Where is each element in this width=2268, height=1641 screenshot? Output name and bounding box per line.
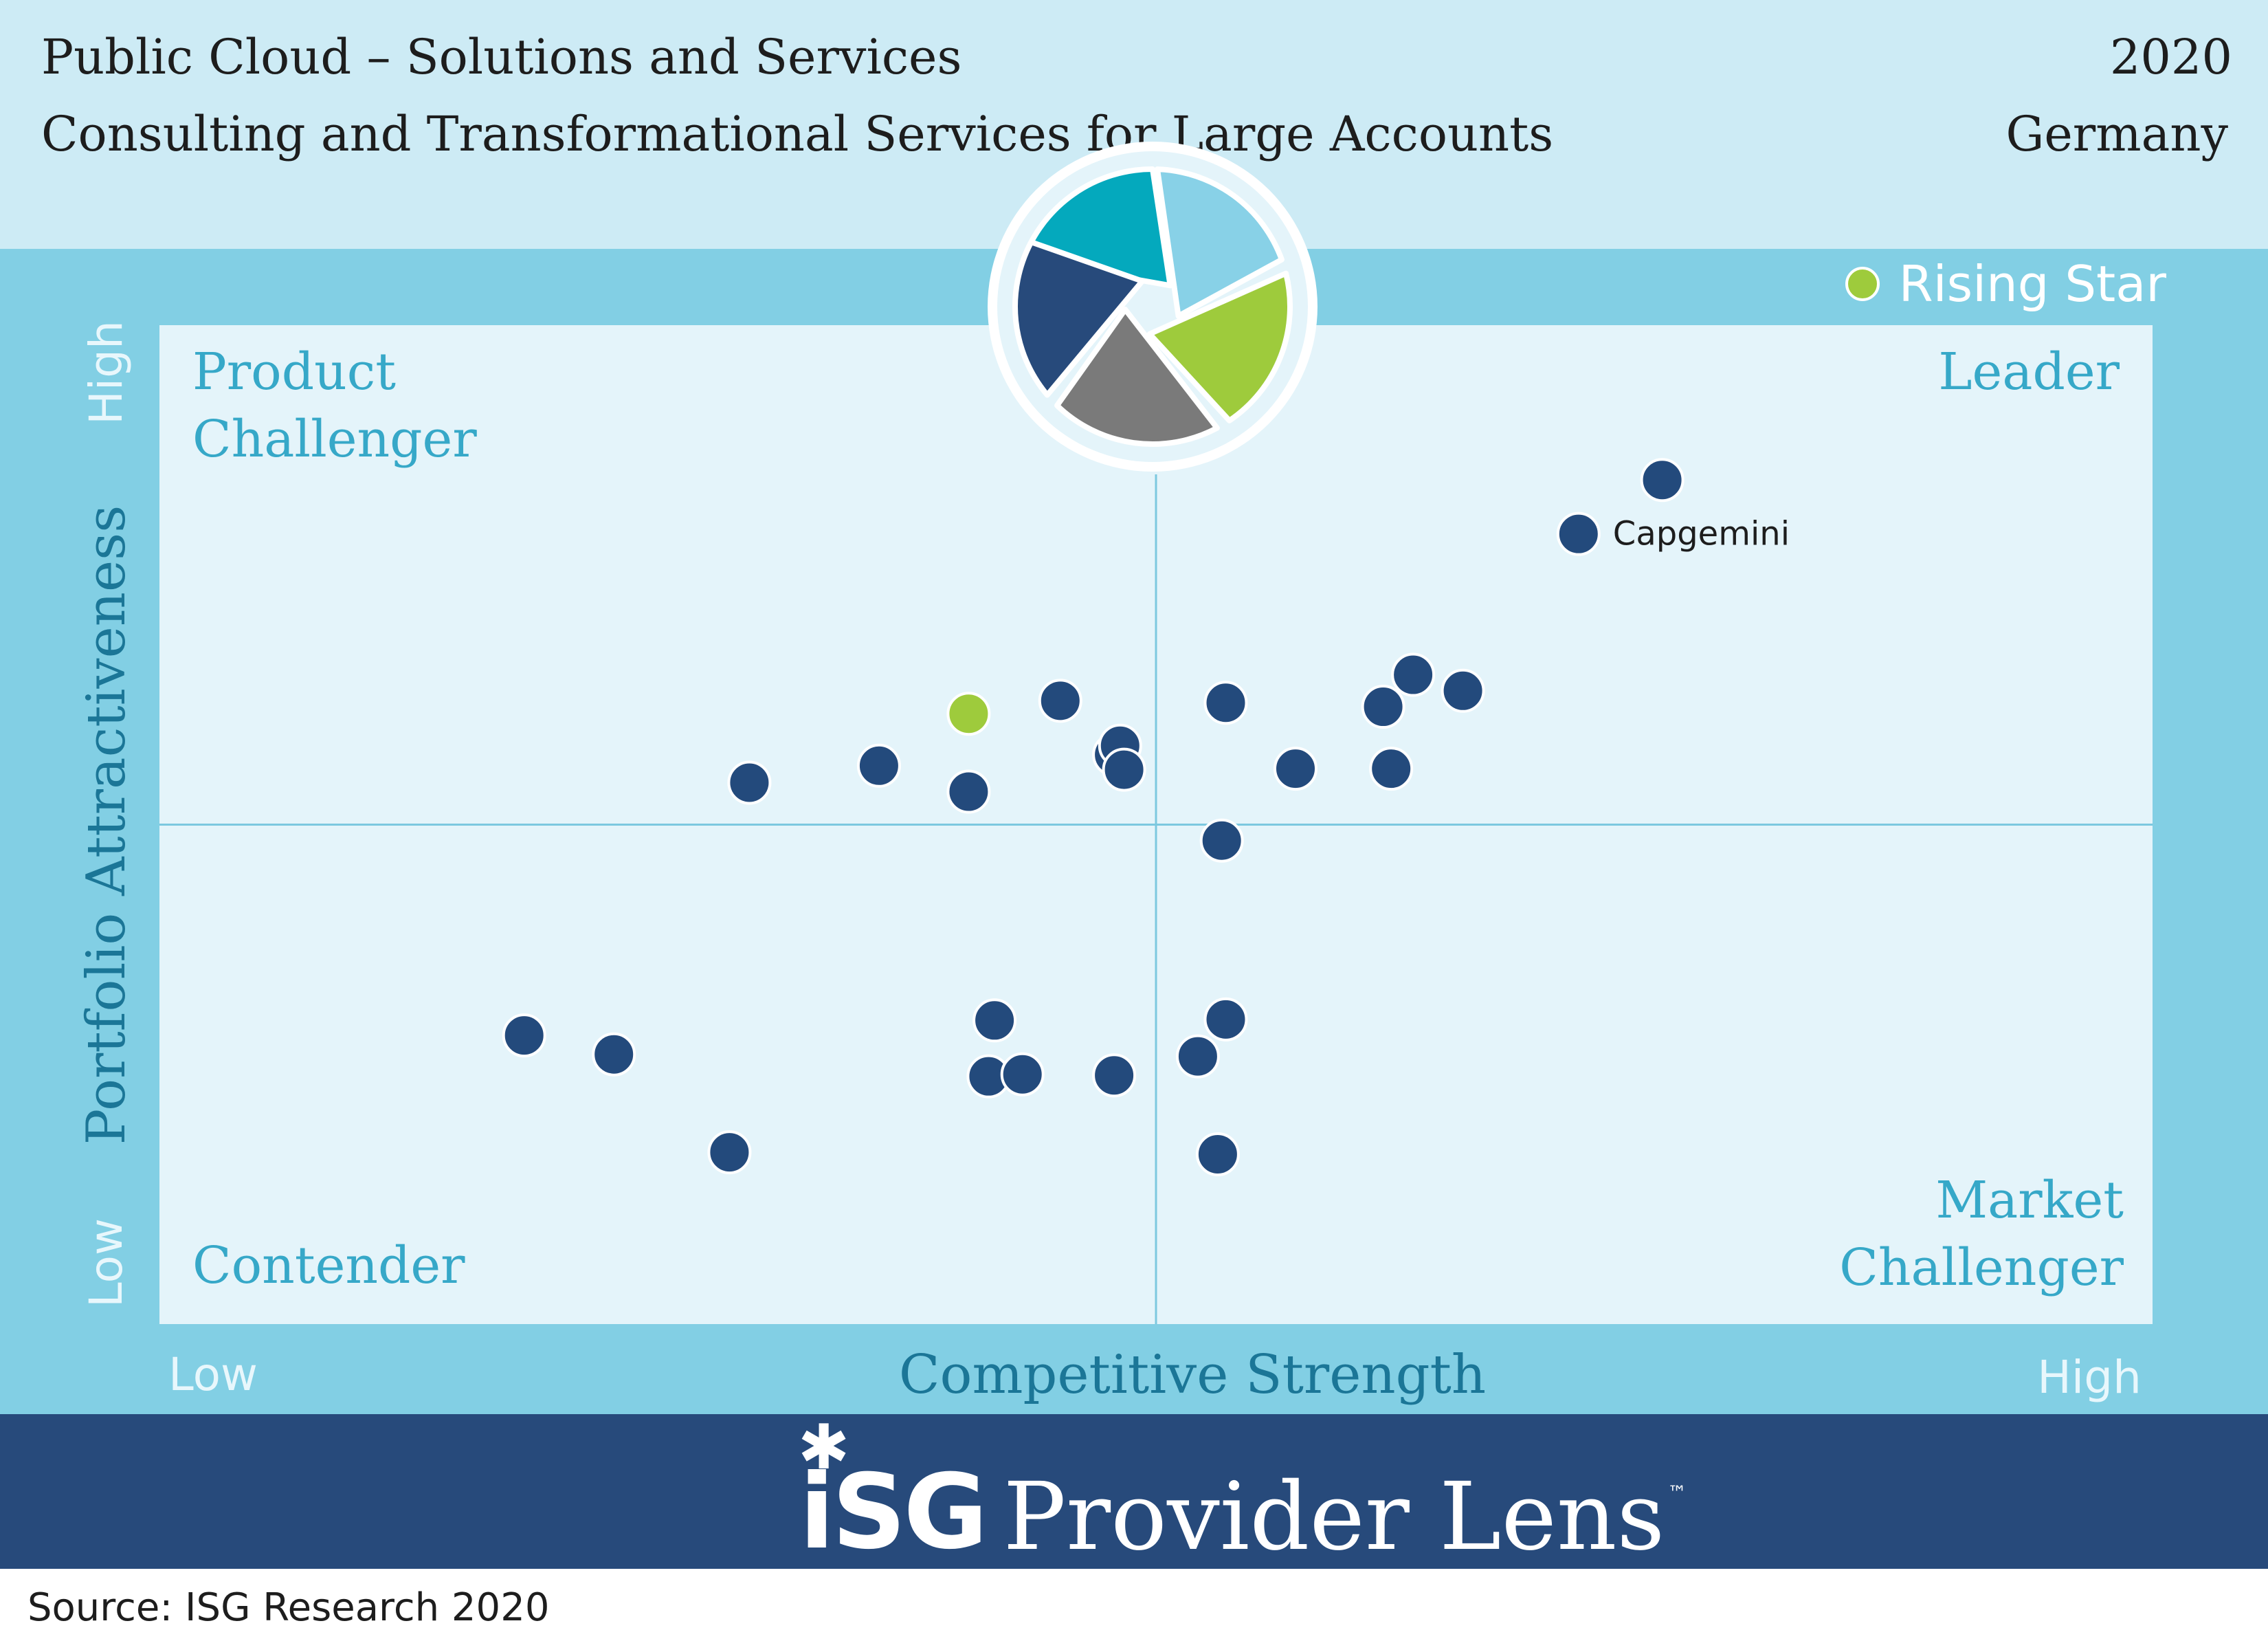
- legend-rising-star-label: Rising Star: [1898, 255, 2166, 313]
- provider-point: [707, 1130, 752, 1175]
- provider-point: [1640, 458, 1685, 503]
- trademark-symbol: ™: [1667, 1482, 1687, 1504]
- asterisk-icon: ✱: [798, 1411, 849, 1484]
- y-axis-high-label: High: [80, 320, 133, 425]
- logo-slice: [1154, 166, 1285, 319]
- isg-wordmark-text: iSG: [799, 1453, 988, 1572]
- provider-point: [1441, 668, 1485, 713]
- x-axis-high-label: High: [2037, 1351, 2142, 1404]
- provider-point: [1038, 679, 1082, 723]
- provider-point: [972, 998, 1017, 1043]
- provider-point: [1369, 747, 1414, 791]
- provider-point: [856, 743, 901, 788]
- provider-point: [1092, 1053, 1137, 1098]
- legend-rising-star-marker: [1845, 267, 1880, 301]
- provider-point: [1000, 1052, 1045, 1097]
- footer-bar: [0, 1414, 2268, 1569]
- y-axis-title: Portfolio Attractiveness: [76, 505, 137, 1145]
- y-axis-low-label: Low: [80, 1218, 133, 1308]
- provider-point: [1195, 1132, 1240, 1176]
- quadrant-contender: Contender: [192, 1233, 465, 1300]
- source-note: Source: ISG Research 2020: [27, 1585, 550, 1630]
- logo-slice: [1054, 307, 1220, 447]
- quadrant-label-line: Product: [192, 342, 396, 401]
- provider-point: [1361, 685, 1405, 729]
- provider-point: [1274, 747, 1318, 791]
- quadrant-label-line: Leader: [1938, 342, 2120, 401]
- provider-point: [727, 760, 772, 805]
- report-year: 2020: [2109, 29, 2232, 85]
- x-axis-low-label: Low: [168, 1348, 258, 1401]
- legend: Rising Star: [1845, 255, 2166, 313]
- quadrant-leader: Leader: [1938, 339, 2120, 406]
- provider-point: [1203, 997, 1248, 1042]
- quadrant-label-line: Challenger: [1839, 1237, 2124, 1297]
- isg-provider-lens-logo: ✱ iSG Provider Lens ™: [798, 1417, 1687, 1572]
- quadrant-label-line: Contender: [192, 1236, 465, 1295]
- report-title: Public Cloud – Solutions and Services: [41, 29, 962, 85]
- rising-star-point: [946, 692, 991, 736]
- report-subtitle: Consulting and Transformational Services…: [41, 106, 1554, 162]
- report-region: Germany: [2005, 106, 2228, 162]
- logo-slice: [1012, 239, 1146, 398]
- provider-point: [1391, 652, 1436, 697]
- provider-point: [946, 769, 991, 814]
- provider-point: [1102, 747, 1146, 792]
- point-label: Capgemini: [1613, 515, 1790, 553]
- provider-point: [1203, 681, 1248, 725]
- provider-point: [1175, 1034, 1220, 1079]
- quadrant-product-challenger: Product Challenger: [192, 339, 477, 473]
- quadrant-market-challenger: Market Challenger: [1839, 1167, 2124, 1301]
- provider-point: [1556, 511, 1601, 556]
- isg-wordmark: ✱ iSG: [798, 1417, 988, 1565]
- provider-point: [592, 1032, 636, 1077]
- x-axis-title: Competitive Strength: [898, 1344, 1487, 1406]
- provider-lens-wordmark: Provider Lens: [1003, 1463, 1665, 1572]
- quadrant-label-line: Market: [1935, 1171, 2124, 1230]
- logo-slice: [1146, 270, 1293, 423]
- provider-point: [1199, 818, 1244, 863]
- quadrant-label-line: Challenger: [192, 409, 477, 469]
- provider-point: [502, 1013, 546, 1058]
